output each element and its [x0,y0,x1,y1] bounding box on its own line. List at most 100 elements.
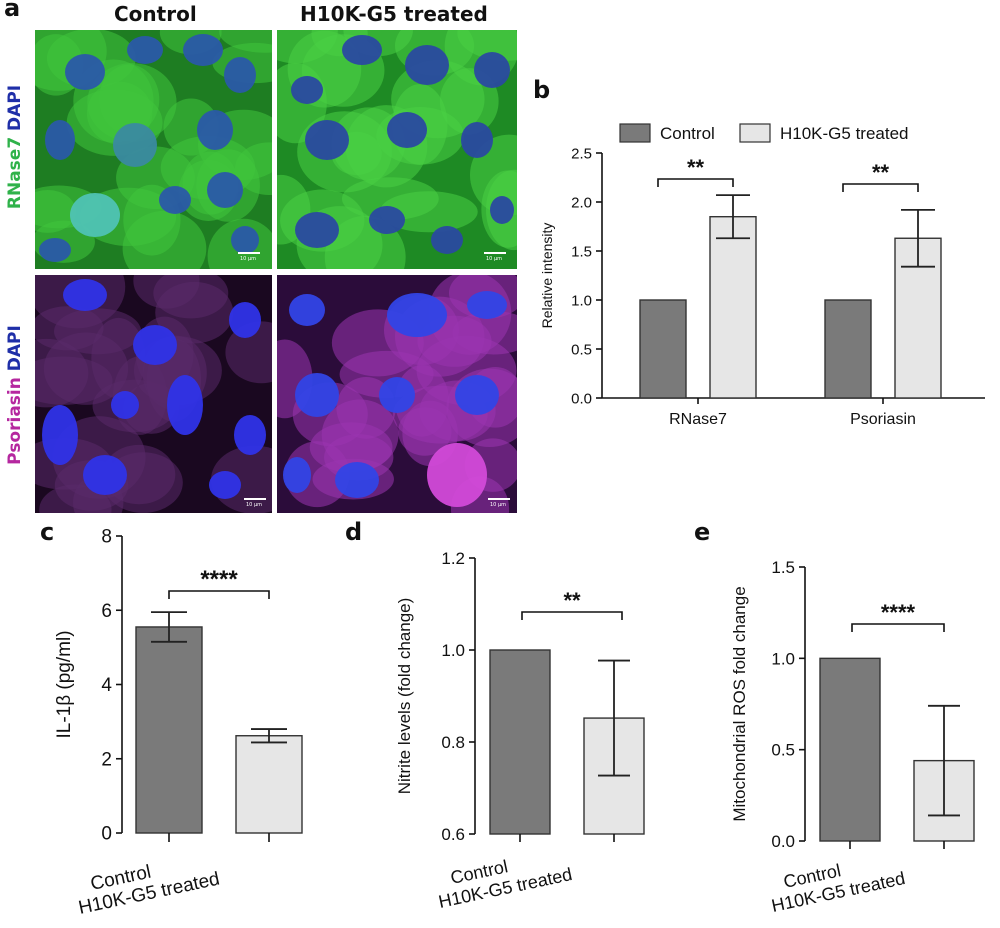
significance-bracket [657,178,734,187]
cell-nucleus [387,112,427,148]
row-label-part: Psoriasin [5,371,25,465]
bar-treated-rnase7 [709,215,757,399]
significance-bracket [842,183,919,192]
cell-nucleus [207,172,243,208]
cell-nucleus [167,375,203,435]
cell-nucleus [63,279,107,311]
cell-body [341,177,439,221]
y-axis-label: Relative intensity [539,223,555,329]
cell-nucleus [474,52,510,88]
cell-nucleus [369,206,405,234]
panel-letter-e: e [694,518,711,546]
cell-nucleus [431,226,463,254]
cell-body [234,142,272,196]
cell-nucleus [427,443,487,507]
cell-nucleus [467,291,507,319]
row-label-part: DAPI [5,84,25,131]
row-label-rnase7-dapi: RNase7 DAPI [5,77,27,217]
x-tick-label: Psoriasin [850,411,916,428]
y-axis-label: IL-1β (pg/ml) [54,630,75,738]
y-tick-label: 0.6 [441,825,465,844]
y-tick-label: 1.5 [771,558,795,577]
cell-nucleus [305,120,349,160]
y-axis-label: Nitrite levels (fold change) [395,598,414,795]
cell-nucleus [289,294,325,326]
scale-bar [244,498,266,500]
significance-stars: ** [687,155,705,180]
y-tick-label: 2 [101,749,112,770]
cell-nucleus [113,123,157,167]
cell-nucleus [159,186,191,214]
bar-control-rnase7 [639,299,687,399]
cell-nucleus [291,76,323,104]
column-title-treated: H10K-G5 treated [300,2,488,26]
cell-nucleus [295,212,339,248]
y-tick-label: 1.2 [441,549,465,568]
significance-stars: ** [563,588,581,613]
y-tick-label: 8 [101,527,112,548]
chart-b-relative-intensity: 0.0 0.5 1.0 1.5 2.0 2.5 Relative intensity RNas… [539,123,985,428]
y-tick-label: 2.0 [571,194,592,211]
cell-nucleus [342,35,382,65]
row-label-part: DAPI [5,325,25,372]
cell-nucleus [42,405,78,465]
cell-body [225,321,272,384]
bar-control [135,626,203,834]
y-tick-label: 2.5 [571,145,592,162]
scale-bar-label: 10 μm [246,502,263,508]
y-tick-label: 0.0 [571,390,592,407]
cell-nucleus [234,415,266,455]
y-tick-label: 0.5 [571,341,592,358]
cell-nucleus [490,196,514,224]
y-tick-label: 1.0 [441,641,465,660]
cell-nucleus [197,110,233,150]
micrograph-psoriasin-control [35,275,272,513]
scale-bar-label: 10 μm [486,256,503,262]
significance-bracket [521,611,623,620]
scale-bar [484,252,506,254]
cell-body [43,332,129,405]
legend-label-control: Control [660,124,715,143]
panel-letter-b: b [533,76,551,104]
panel-letter-d: d [345,518,363,546]
scale-bar-label: 10 μm [490,502,507,508]
row-label-psoriasin-dapi: Psoriasin DAPI [5,325,27,465]
bar-control-psoriasin [824,299,872,399]
cell-nucleus [70,193,120,237]
legend-swatch-treated [739,123,771,143]
y-tick-label: 4 [101,675,112,696]
cell-nucleus [229,302,261,338]
significance-stars: ** [872,160,890,185]
cell-nucleus [183,34,223,66]
micrograph-psoriasin-treated [277,275,517,513]
y-tick-label: 6 [101,601,112,622]
significance-bracket [168,590,270,599]
significance-stars: **** [881,600,916,625]
cell-body [133,275,200,309]
cell-nucleus [295,373,339,417]
cell-nucleus [461,122,493,158]
significance-stars: **** [200,566,238,593]
y-tick-label: 1.5 [571,243,592,260]
cell-nucleus [387,293,447,337]
cell-nucleus [283,457,311,493]
cell-nucleus [335,462,379,498]
scale-bar [488,498,510,500]
significance-bracket [851,623,945,632]
cell-nucleus [111,391,139,419]
micrograph-rnase7-control [35,30,272,269]
panel-letter-a: a [4,0,21,22]
chart-d-nitrite: 0.6 0.8 1.0 1.2 Nitrite levels (fold change)… [395,549,645,912]
cell-nucleus [65,54,105,90]
cell-nucleus [39,238,71,262]
scale-bar [238,252,260,254]
micrograph-rnase7-treated [277,30,517,269]
row-label-part: RNase7 [5,130,25,210]
bar-control [819,657,881,842]
cell-nucleus [405,45,449,85]
legend-swatch-control [619,123,651,143]
panel-letter-c: c [40,518,55,546]
x-tick-label: RNase7 [669,411,727,428]
cell-body [35,189,76,233]
